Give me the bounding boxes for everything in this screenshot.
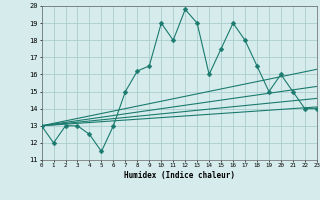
X-axis label: Humidex (Indice chaleur): Humidex (Indice chaleur) bbox=[124, 171, 235, 180]
